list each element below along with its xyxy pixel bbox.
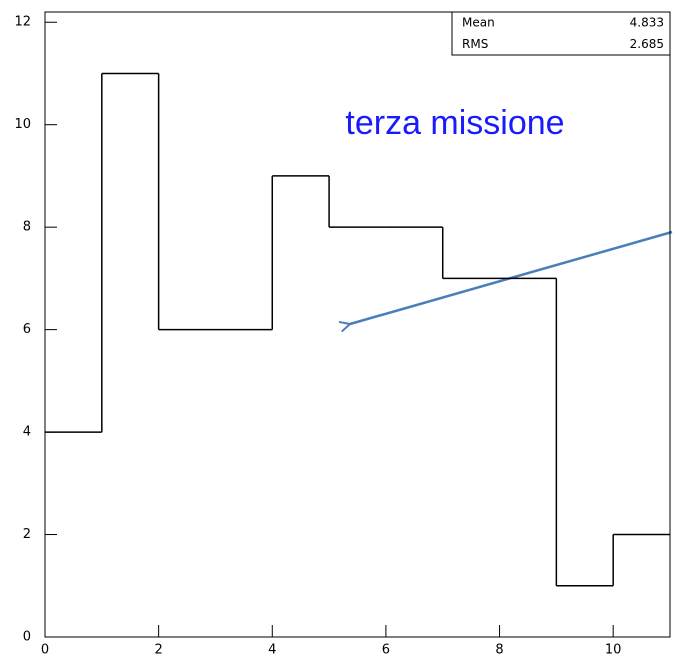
annotation: terza missione <box>345 104 564 142</box>
stats-value: 2.685 <box>630 37 664 51</box>
stats-box <box>451 11 671 56</box>
y-tick-label: 12 <box>14 15 31 30</box>
x-tick-label: 4 <box>268 643 276 658</box>
stats-value: 4.833 <box>630 15 664 29</box>
stats-label: Mean <box>462 15 495 29</box>
x-tick-label: 8 <box>495 643 503 658</box>
stats-label: RMS <box>462 37 488 51</box>
y-tick-label: 10 <box>14 117 31 132</box>
y-tick-label: 6 <box>23 322 31 337</box>
y-tick-label: 8 <box>23 220 31 235</box>
y-tick-label: 4 <box>23 425 31 440</box>
x-tick-label: 6 <box>382 643 390 658</box>
plot-frame <box>44 11 671 638</box>
y-tick-label: 0 <box>23 630 31 645</box>
x-tick-label: 0 <box>41 643 49 658</box>
x-tick-label: 2 <box>154 643 162 658</box>
y-tick-label: 2 <box>23 527 31 542</box>
x-tick-label: 10 <box>605 643 622 658</box>
